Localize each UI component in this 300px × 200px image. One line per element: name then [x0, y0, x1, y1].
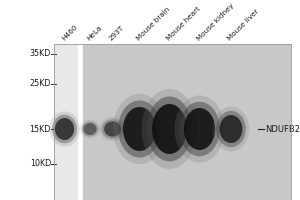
Ellipse shape: [49, 111, 80, 147]
Ellipse shape: [184, 108, 215, 150]
Ellipse shape: [102, 119, 123, 139]
Ellipse shape: [83, 123, 97, 135]
Text: NDUFB2: NDUFB2: [266, 124, 300, 134]
Text: 25KD: 25KD: [29, 79, 51, 88]
Ellipse shape: [152, 104, 187, 154]
Text: 15KD: 15KD: [30, 124, 51, 134]
Ellipse shape: [179, 102, 220, 156]
Text: 10KD: 10KD: [30, 160, 51, 168]
Text: Mouse brain: Mouse brain: [135, 6, 171, 42]
Text: H460: H460: [60, 24, 78, 42]
Ellipse shape: [99, 117, 126, 141]
Bar: [80, 44, 291, 200]
Text: 35KD: 35KD: [30, 49, 51, 58]
Ellipse shape: [213, 107, 249, 151]
Ellipse shape: [142, 89, 197, 169]
Ellipse shape: [123, 107, 156, 151]
Text: 293T: 293T: [108, 25, 125, 42]
Ellipse shape: [147, 97, 192, 162]
Text: Mouse liver: Mouse liver: [227, 8, 260, 42]
Ellipse shape: [175, 95, 224, 163]
Bar: [54, 44, 291, 200]
Ellipse shape: [113, 94, 166, 164]
Ellipse shape: [81, 121, 99, 137]
Ellipse shape: [220, 115, 242, 143]
Text: Mouse kidney: Mouse kidney: [195, 2, 235, 42]
Text: HeLa: HeLa: [86, 25, 103, 42]
Ellipse shape: [80, 119, 100, 139]
Bar: [54, 44, 80, 200]
Ellipse shape: [52, 115, 77, 143]
Ellipse shape: [118, 100, 161, 158]
Ellipse shape: [55, 118, 74, 140]
Ellipse shape: [216, 111, 246, 147]
Text: Mouse heart: Mouse heart: [165, 6, 201, 42]
Ellipse shape: [104, 121, 121, 137]
